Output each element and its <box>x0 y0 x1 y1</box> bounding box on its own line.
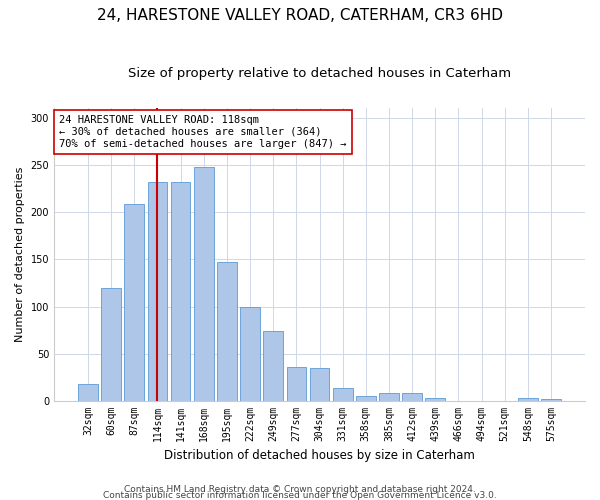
Text: Contains public sector information licensed under the Open Government Licence v3: Contains public sector information licen… <box>103 490 497 500</box>
Bar <box>425 398 445 401</box>
Text: 24 HARESTONE VALLEY ROAD: 118sqm
← 30% of detached houses are smaller (364)
70% : 24 HARESTONE VALLEY ROAD: 118sqm ← 30% o… <box>59 116 347 148</box>
Bar <box>379 392 399 401</box>
Bar <box>101 288 121 401</box>
Bar <box>541 399 561 401</box>
X-axis label: Distribution of detached houses by size in Caterham: Distribution of detached houses by size … <box>164 450 475 462</box>
Bar <box>148 182 167 401</box>
Bar <box>240 306 260 401</box>
Bar <box>263 331 283 401</box>
Bar <box>333 388 353 401</box>
Bar <box>171 182 190 401</box>
Text: Contains HM Land Registry data © Crown copyright and database right 2024.: Contains HM Land Registry data © Crown c… <box>124 485 476 494</box>
Bar <box>287 367 306 401</box>
Text: 24, HARESTONE VALLEY ROAD, CATERHAM, CR3 6HD: 24, HARESTONE VALLEY ROAD, CATERHAM, CR3… <box>97 8 503 22</box>
Bar <box>402 392 422 401</box>
Bar <box>356 396 376 401</box>
Bar <box>194 166 214 401</box>
Bar <box>310 368 329 401</box>
Bar <box>217 262 237 401</box>
Title: Size of property relative to detached houses in Caterham: Size of property relative to detached ho… <box>128 68 511 80</box>
Y-axis label: Number of detached properties: Number of detached properties <box>15 167 25 342</box>
Bar <box>78 384 98 401</box>
Bar <box>518 398 538 401</box>
Bar <box>124 204 144 401</box>
